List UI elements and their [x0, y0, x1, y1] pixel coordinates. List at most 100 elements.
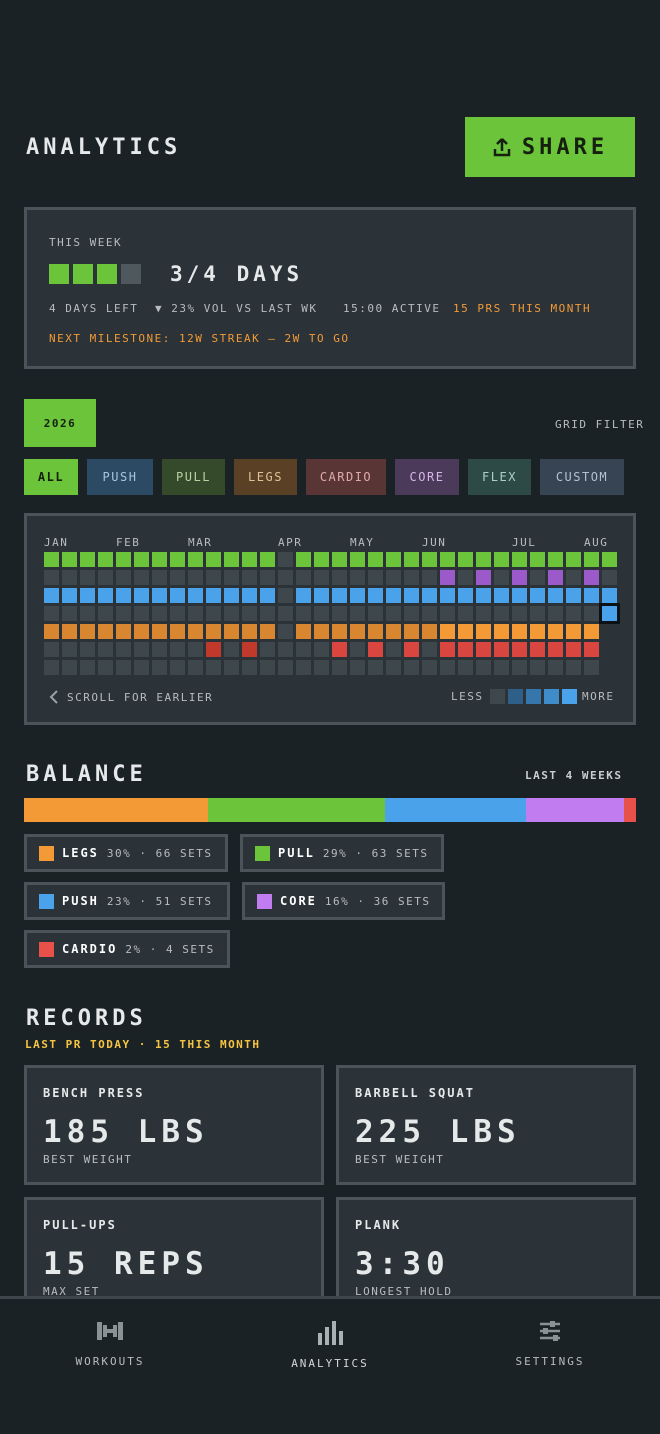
heatmap-cell[interactable] [242, 606, 257, 621]
heatmap-cell[interactable] [170, 552, 185, 567]
heatmap-cell[interactable] [440, 552, 455, 567]
heatmap-cell[interactable] [242, 570, 257, 585]
heatmap-cell[interactable] [368, 606, 383, 621]
heatmap-cell[interactable] [260, 570, 275, 585]
heatmap-cell[interactable] [440, 660, 455, 675]
nav-settings[interactable]: SETTINGS [470, 1319, 630, 1368]
heatmap-cell[interactable] [332, 588, 347, 603]
heatmap-cell[interactable] [80, 588, 95, 603]
heatmap-cell[interactable] [440, 642, 455, 657]
heatmap-cell[interactable] [296, 624, 311, 639]
filter-flex[interactable]: FLEX [468, 459, 531, 495]
heatmap-cell[interactable] [386, 552, 401, 567]
heatmap-cell[interactable] [296, 606, 311, 621]
heatmap-cell[interactable] [368, 552, 383, 567]
heatmap-cell[interactable] [314, 660, 329, 675]
heatmap-cell[interactable] [386, 588, 401, 603]
heatmap-cell[interactable] [206, 552, 221, 567]
heatmap-cell[interactable] [530, 642, 545, 657]
heatmap-cell[interactable] [386, 570, 401, 585]
heatmap-cell[interactable] [548, 570, 563, 585]
heatmap-cell[interactable] [494, 660, 509, 675]
heatmap-cell[interactable] [206, 660, 221, 675]
heatmap-cell[interactable] [134, 552, 149, 567]
heatmap-cell[interactable] [350, 606, 365, 621]
heatmap-cell[interactable] [332, 606, 347, 621]
heatmap-cell[interactable] [476, 552, 491, 567]
heatmap-cell[interactable] [386, 624, 401, 639]
heatmap-cell[interactable] [188, 588, 203, 603]
heatmap-cell[interactable] [476, 660, 491, 675]
heatmap-cell[interactable] [512, 552, 527, 567]
heatmap-cell[interactable] [134, 624, 149, 639]
heatmap-cell[interactable] [350, 624, 365, 639]
heatmap-cell[interactable] [422, 570, 437, 585]
filter-cardio[interactable]: CARDIO [306, 459, 386, 495]
heatmap-cell[interactable] [584, 606, 599, 621]
heatmap-cell[interactable] [134, 642, 149, 657]
heatmap-cell[interactable] [368, 642, 383, 657]
heatmap-cell[interactable] [314, 642, 329, 657]
heatmap-cell[interactable] [566, 606, 581, 621]
heatmap-cell[interactable] [116, 552, 131, 567]
scroll-hint[interactable]: SCROLL FOR EARLIER [49, 690, 213, 704]
heatmap-cell[interactable] [494, 606, 509, 621]
heatmap-cell[interactable] [350, 552, 365, 567]
heatmap-cell[interactable] [422, 606, 437, 621]
heatmap-cell[interactable] [314, 606, 329, 621]
heatmap-cell[interactable] [458, 570, 473, 585]
heatmap-cell[interactable] [170, 588, 185, 603]
heatmap-cell[interactable] [368, 570, 383, 585]
heatmap-cell[interactable] [260, 588, 275, 603]
heatmap-cell[interactable] [260, 624, 275, 639]
heatmap-cell[interactable] [458, 606, 473, 621]
heatmap-cell[interactable] [116, 588, 131, 603]
heatmap-cell[interactable] [260, 642, 275, 657]
heatmap-cell[interactable] [422, 588, 437, 603]
filter-pull[interactable]: PULL [162, 459, 225, 495]
heatmap-cell[interactable] [188, 570, 203, 585]
heatmap-cell[interactable] [368, 660, 383, 675]
heatmap-cell[interactable] [494, 588, 509, 603]
heatmap-cell[interactable] [224, 606, 239, 621]
heatmap-cell[interactable] [278, 570, 293, 585]
heatmap-cell[interactable] [170, 570, 185, 585]
heatmap-cell[interactable] [440, 570, 455, 585]
heatmap-cell[interactable] [242, 552, 257, 567]
heatmap-cell[interactable] [512, 642, 527, 657]
heatmap-cell[interactable] [314, 570, 329, 585]
heatmap-cell[interactable] [422, 642, 437, 657]
heatmap-cell[interactable] [62, 570, 77, 585]
heatmap-cell[interactable] [476, 606, 491, 621]
heatmap-cell[interactable] [512, 660, 527, 675]
heatmap-cell[interactable] [566, 624, 581, 639]
heatmap-cell[interactable] [278, 606, 293, 621]
heatmap-cell[interactable] [602, 588, 617, 603]
heatmap-cell[interactable] [368, 624, 383, 639]
heatmap-cell[interactable] [152, 642, 167, 657]
heatmap-cell[interactable] [44, 606, 59, 621]
heatmap-cell[interactable] [116, 570, 131, 585]
heatmap-cell[interactable] [332, 642, 347, 657]
heatmap-cell[interactable] [404, 570, 419, 585]
heatmap-cell[interactable] [152, 606, 167, 621]
heatmap-cell[interactable] [368, 588, 383, 603]
heatmap-cell[interactable] [188, 606, 203, 621]
heatmap-cell[interactable] [278, 660, 293, 675]
heatmap-cell[interactable] [98, 624, 113, 639]
heatmap-cell[interactable] [98, 660, 113, 675]
heatmap-cell[interactable] [170, 660, 185, 675]
heatmap-cell[interactable] [170, 642, 185, 657]
heatmap-cell[interactable] [278, 588, 293, 603]
heatmap-cell[interactable] [602, 552, 617, 567]
heatmap-cell[interactable] [332, 570, 347, 585]
heatmap-cell[interactable] [134, 588, 149, 603]
heatmap-cell[interactable] [80, 624, 95, 639]
heatmap-cell[interactable] [404, 552, 419, 567]
heatmap-cell[interactable] [404, 660, 419, 675]
heatmap-cell[interactable] [206, 606, 221, 621]
heatmap-cell[interactable] [314, 588, 329, 603]
heatmap-cell[interactable] [134, 606, 149, 621]
heatmap-cell[interactable] [422, 660, 437, 675]
heatmap-cell[interactable] [296, 552, 311, 567]
